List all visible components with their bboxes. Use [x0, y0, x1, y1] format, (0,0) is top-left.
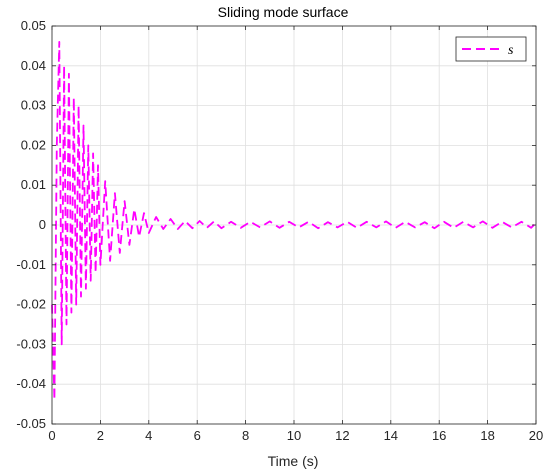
y-tick-label: 0 — [39, 217, 46, 232]
y-tick-label: 0.04 — [21, 58, 46, 73]
x-tick-labels: 0 2 4 6 8 10 12 14 16 18 20 — [48, 428, 543, 443]
plot-area: 0 2 4 6 8 10 12 14 16 18 20 -0.05-0.04-0.03-0.02-0… — [16, 18, 543, 443]
x-tick-label: 20 — [529, 428, 543, 443]
x-tick-label: 8 — [242, 428, 249, 443]
tick-marks — [51, 25, 537, 425]
y-tick-label: -0.04 — [16, 376, 46, 391]
y-tick-label: -0.05 — [16, 416, 46, 431]
y-tick-labels: -0.05 -0.04 -0.03 -0.02 -0.01 0 0.01 0.02 0.03 0.… — [16, 18, 46, 431]
y-tick-label: -0.03 — [16, 336, 46, 351]
x-tick-label: 2 — [97, 428, 104, 443]
x-tick-label: 10 — [287, 428, 301, 443]
x-tick-label: 6 — [194, 428, 201, 443]
legend-label: s — [508, 43, 514, 58]
x-tick-label: 16 — [432, 428, 446, 443]
x-tick-label: 0 — [48, 428, 55, 443]
legend: s — [455, 36, 527, 62]
series-line-s — [51, 41, 537, 402]
y-tick-label: -0.01 — [16, 257, 46, 272]
x-tick-label: 12 — [335, 428, 349, 443]
chart-title: Sliding mode surface — [218, 4, 349, 20]
x-tick-label: 14 — [384, 428, 398, 443]
y-tick-label: 0.05 — [21, 18, 46, 33]
series-layer — [51, 41, 537, 402]
x-tick-label: 18 — [480, 428, 494, 443]
x-axis-label: Time (s) — [268, 453, 319, 469]
y-tick-label: 0.03 — [21, 98, 46, 113]
x-tick-label: 4 — [145, 428, 152, 443]
y-tick-label: 0.02 — [21, 137, 46, 152]
y-tick-label: -0.02 — [16, 297, 46, 312]
y-tick-label: 0.01 — [21, 177, 46, 192]
